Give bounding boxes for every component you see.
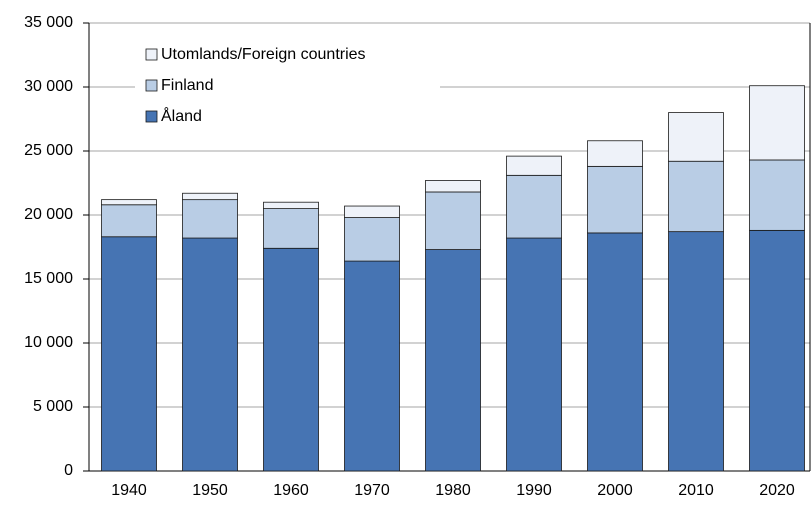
bar-segment — [425, 249, 481, 472]
x-tick-label: 1970 — [354, 482, 390, 499]
bar-segment — [587, 232, 643, 472]
bar-segment — [344, 217, 400, 262]
bar-segment — [749, 85, 805, 161]
bar-segment — [425, 191, 481, 250]
bar-segment — [263, 208, 319, 249]
legend-swatch — [145, 48, 158, 61]
x-tick-label: 1990 — [516, 482, 552, 499]
bar-segment — [668, 112, 724, 162]
y-tick-label: 25 000 — [24, 142, 73, 159]
bar-segment — [749, 159, 805, 231]
bar-segment — [344, 205, 400, 218]
x-tick-label: 1940 — [111, 482, 147, 499]
bar-segment — [668, 160, 724, 233]
y-tick-label: 20 000 — [24, 206, 73, 223]
legend-label: Finland — [161, 77, 213, 94]
bar-segment — [263, 247, 319, 472]
legend-label: Åland — [161, 106, 202, 125]
bar-segment — [344, 260, 400, 472]
bar-segment — [506, 237, 562, 472]
y-tick-label: 10 000 — [24, 334, 73, 351]
x-tick-label: 2000 — [597, 482, 633, 499]
bar-segment — [506, 174, 562, 239]
x-tick-label: 2010 — [678, 482, 714, 499]
bar-segment — [506, 155, 562, 176]
x-tick-label: 1950 — [192, 482, 228, 499]
bar-segment — [587, 140, 643, 167]
legend-swatch — [145, 110, 158, 123]
bar-segment — [425, 180, 481, 193]
x-tick-label: 2020 — [759, 482, 795, 499]
y-tick-label: 35 000 — [24, 14, 73, 31]
bar-segment — [182, 192, 238, 201]
legend-swatch — [145, 79, 158, 92]
y-tick-label: 15 000 — [24, 270, 73, 287]
bar-segment — [101, 204, 157, 238]
y-tick-label: 0 — [64, 462, 73, 479]
bar-segment — [668, 231, 724, 472]
bar-segment — [587, 165, 643, 234]
x-tick-label: 1960 — [273, 482, 309, 499]
x-tick-label: 1980 — [435, 482, 471, 499]
bar-segment — [182, 199, 238, 239]
legend-background — [135, 40, 440, 135]
bar-segment — [182, 237, 238, 472]
legend-label: Utomlands/Foreign countries — [161, 46, 366, 63]
bar-segment — [749, 229, 805, 472]
y-tick-label: 30 000 — [24, 78, 73, 95]
y-tick-label: 5 000 — [33, 398, 73, 415]
bar-segment — [101, 199, 157, 206]
bar-segment — [263, 201, 319, 209]
bar-segment — [101, 236, 157, 472]
